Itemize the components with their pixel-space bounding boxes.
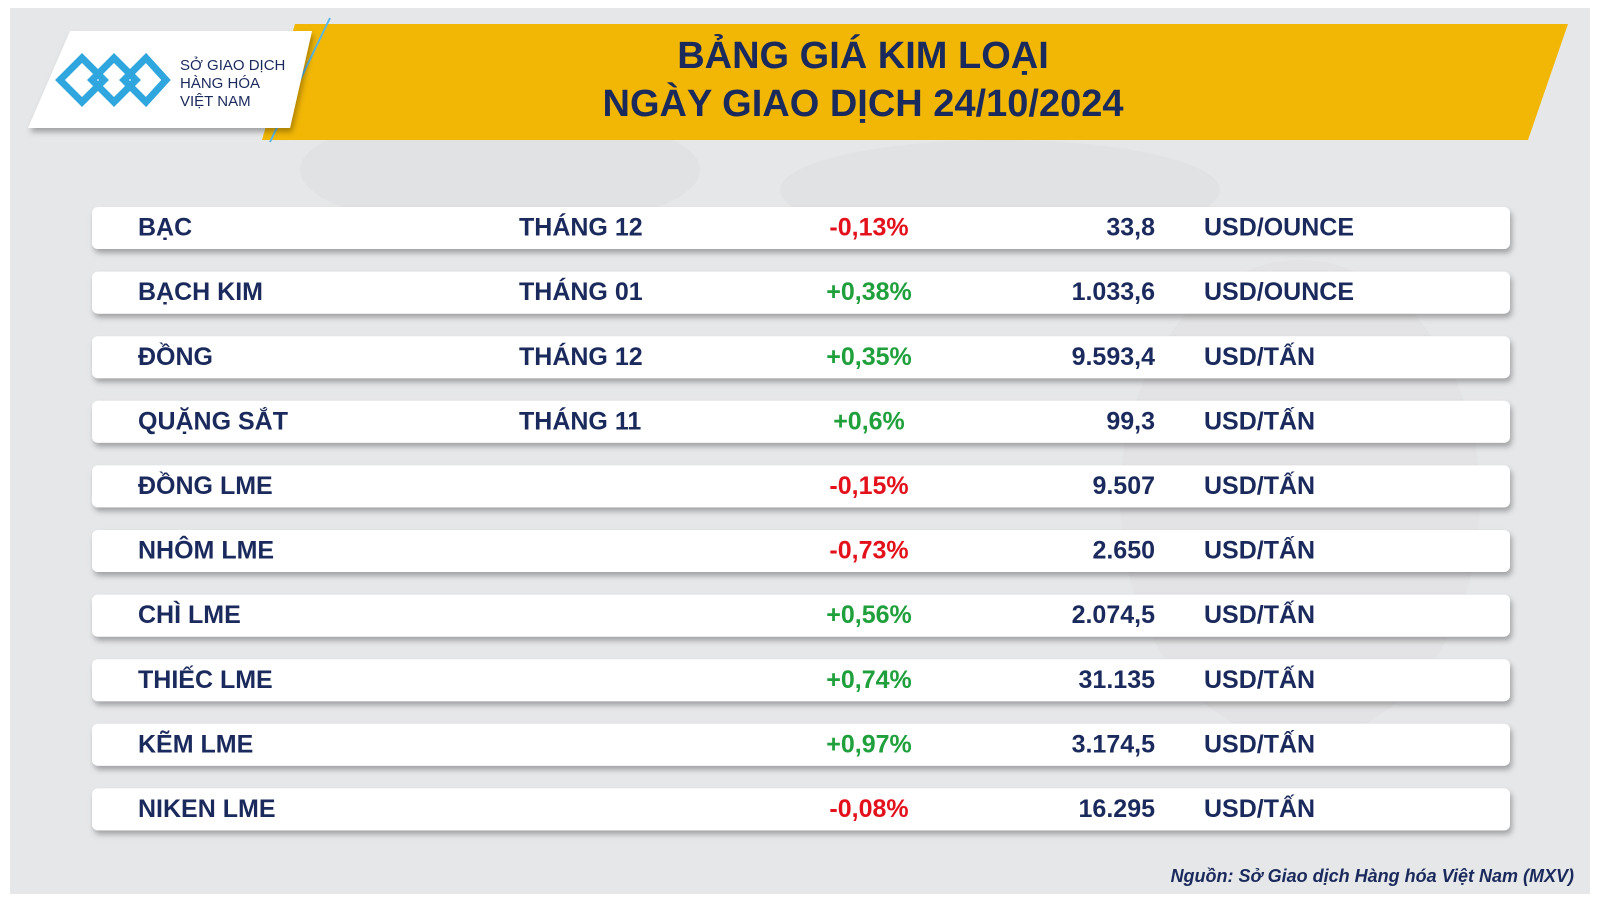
price: 99,3 bbox=[1106, 407, 1155, 435]
metal-name: ĐỒNG LME bbox=[138, 470, 273, 500]
metal-name: QUẶNG SẮT bbox=[138, 405, 288, 435]
price: 9.593,4 bbox=[1072, 343, 1156, 371]
table-row bbox=[92, 465, 1510, 508]
title: BẢNG GIÁ KIM LOẠI bbox=[677, 33, 1049, 77]
change-percent: +0,6% bbox=[833, 407, 905, 435]
source-note: Nguồn: Sở Giao dịch Hàng hóa Việt Nam (M… bbox=[1171, 866, 1574, 886]
table-row bbox=[92, 530, 1510, 572]
metal-name: BẠCH KIM bbox=[138, 278, 263, 306]
price: 2.650 bbox=[1092, 537, 1155, 565]
table-row bbox=[92, 336, 1510, 379]
unit: USD/OUNCE bbox=[1204, 214, 1354, 242]
change-percent: +0,38% bbox=[826, 278, 912, 306]
unit: USD/TẤN bbox=[1204, 471, 1315, 500]
change-percent: -0,13% bbox=[829, 214, 908, 242]
metal-name: CHÌ LME bbox=[138, 600, 241, 629]
table-row bbox=[92, 594, 1510, 637]
metal-name: KẼM LME bbox=[138, 728, 253, 758]
price: 1.033,6 bbox=[1072, 278, 1155, 306]
unit: USD/TẤN bbox=[1204, 406, 1315, 435]
contract-month: THÁNG 01 bbox=[519, 277, 643, 306]
table-row bbox=[92, 659, 1510, 702]
change-percent: -0,73% bbox=[829, 537, 908, 565]
change-percent: -0,15% bbox=[829, 472, 908, 500]
table-row bbox=[92, 788, 1510, 831]
table-row bbox=[92, 723, 1510, 766]
metal-name: BẠC bbox=[138, 214, 192, 242]
price: 33,8 bbox=[1106, 214, 1155, 242]
unit: USD/TẤN bbox=[1204, 729, 1315, 758]
price: 3.174,5 bbox=[1072, 730, 1156, 758]
metal-name: NHÔM LME bbox=[138, 535, 274, 565]
unit: USD/TẤN bbox=[1204, 536, 1315, 565]
unit: USD/OUNCE bbox=[1204, 278, 1354, 306]
unit: USD/TẤN bbox=[1204, 794, 1315, 823]
table-row bbox=[92, 207, 1510, 249]
title: NGÀY GIAO DỊCH 24/10/2024 bbox=[603, 81, 1124, 125]
table-row bbox=[92, 271, 1510, 314]
unit: USD/TẤN bbox=[1204, 665, 1315, 694]
price: 9.507 bbox=[1092, 472, 1155, 500]
title-banner bbox=[262, 24, 1568, 140]
table-row bbox=[92, 400, 1510, 443]
change-percent: -0,08% bbox=[829, 795, 908, 823]
logo-text: SỞ GIAO DỊCH bbox=[180, 56, 285, 74]
metal-name: ĐỒNG bbox=[138, 341, 213, 371]
metal-name: THIẾC LME bbox=[138, 665, 273, 694]
price: 16.295 bbox=[1079, 795, 1156, 823]
contract-month: THÁNG 12 bbox=[519, 213, 643, 242]
price: 31.135 bbox=[1079, 666, 1156, 694]
table: BẠC THÁNG 12 -0,13% 33,8 USD/OUNCE BẠCH KIM TH… bbox=[92, 207, 1510, 831]
logo-text: HÀNG HÓA bbox=[180, 75, 260, 92]
contract-month: THÁNG 12 bbox=[519, 342, 643, 371]
change-percent: +0,74% bbox=[826, 666, 912, 694]
logo-text: VIỆT NAM bbox=[180, 93, 251, 110]
unit: USD/TẤN bbox=[1204, 600, 1315, 629]
metal-name: NIKEN LME bbox=[138, 795, 276, 823]
contract-month: THÁNG 11 bbox=[519, 406, 641, 435]
logo-mark bbox=[55, 52, 171, 108]
change-percent: +0,97% bbox=[826, 730, 912, 758]
price: 2.074,5 bbox=[1072, 601, 1156, 629]
change-percent: +0,56% bbox=[826, 601, 912, 629]
unit: USD/TẤN bbox=[1204, 342, 1315, 371]
change-percent: +0,35% bbox=[826, 343, 912, 371]
